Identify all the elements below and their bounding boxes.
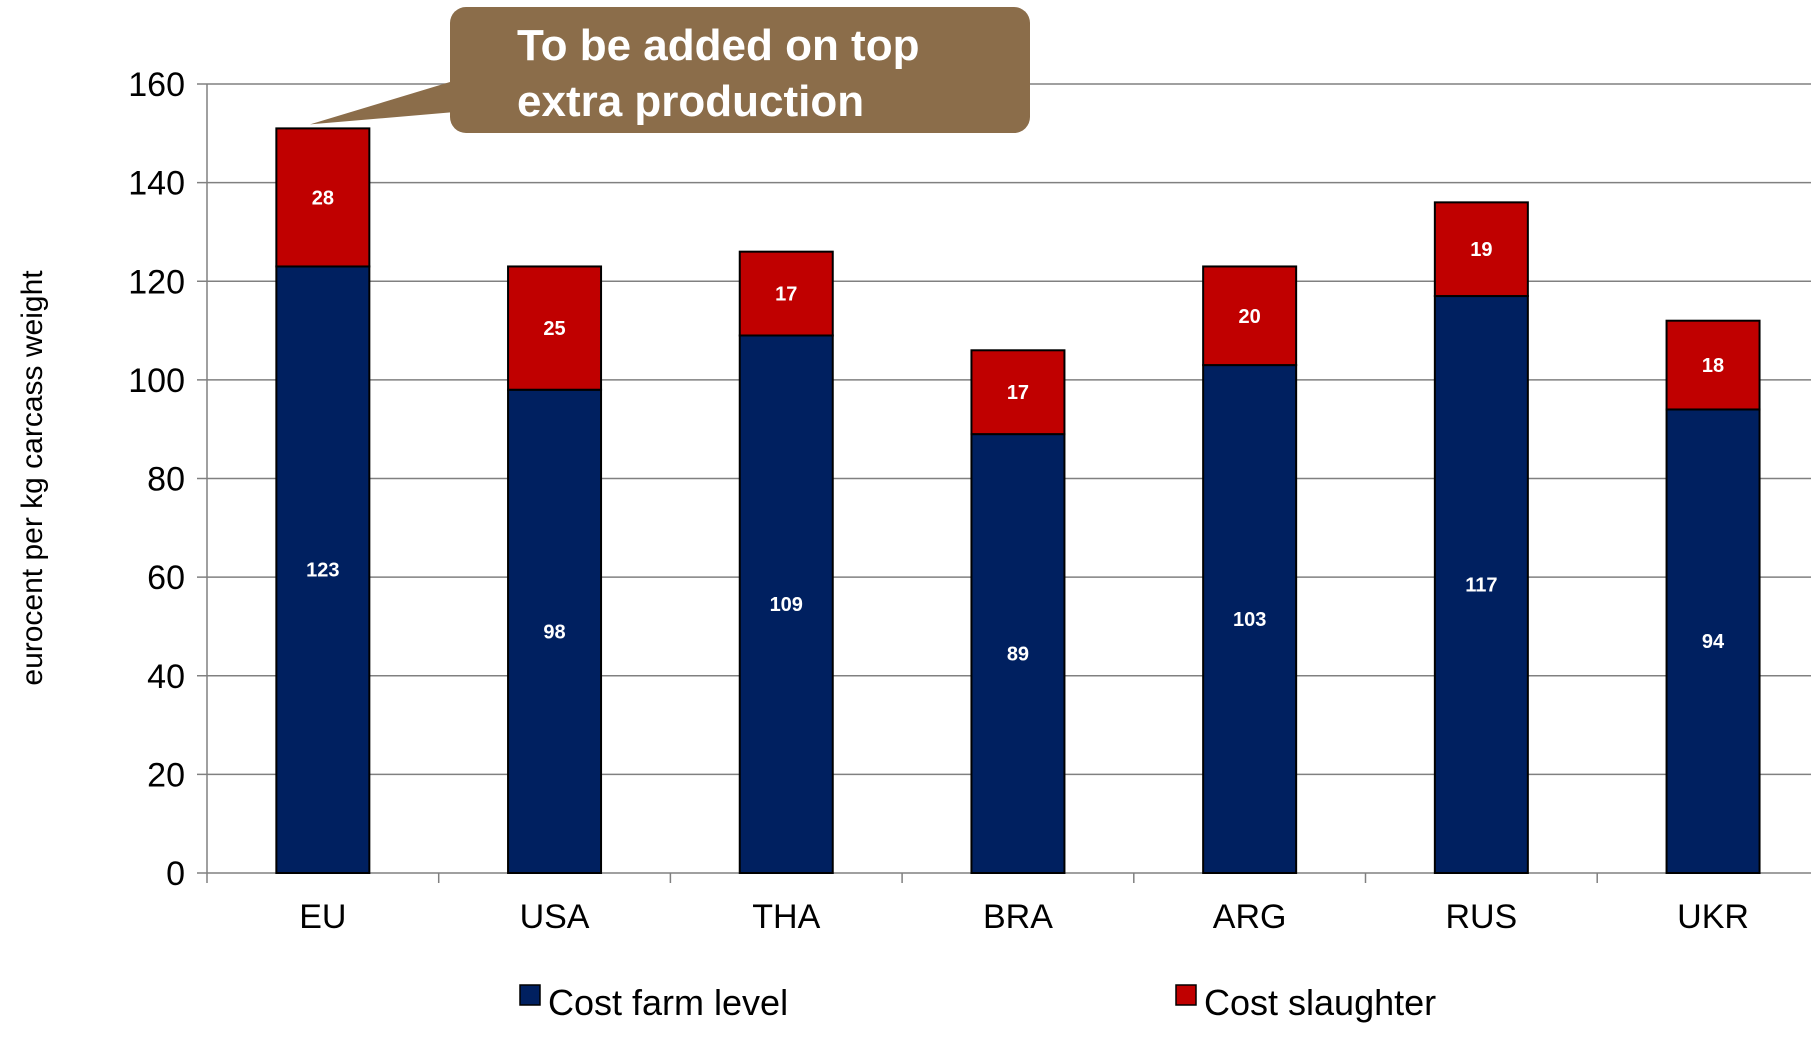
- data-label: 123: [306, 560, 339, 582]
- legend-swatch: [519, 984, 541, 1006]
- bar-farm-level-tha: [738, 334, 834, 874]
- data-label: 117: [1465, 575, 1497, 597]
- data-label: 17: [775, 284, 797, 306]
- data-label: 18: [1702, 355, 1724, 377]
- legend-label: Cost slaughter: [1204, 982, 1436, 1023]
- data-label: 19: [1470, 239, 1492, 261]
- callout-text: extra production: [517, 77, 864, 126]
- data-label: 28: [312, 187, 334, 209]
- y-tick-label: 100: [128, 362, 185, 400]
- legend: Cost farm level Cost slaughter: [519, 982, 1436, 1023]
- x-tick-label: ARG: [1213, 898, 1287, 936]
- data-label: 94: [1702, 631, 1725, 653]
- x-tick-label: USA: [520, 898, 590, 936]
- bar-farm-level-rus: [1433, 295, 1529, 874]
- bar-slaughter-tha: [738, 250, 834, 337]
- legend-label: Cost farm level: [548, 982, 788, 1023]
- x-tick-label: RUS: [1445, 898, 1517, 936]
- x-tick-label: BRA: [983, 898, 1053, 936]
- bar-farm-level-ukr: [1665, 408, 1761, 874]
- bar-slaughter-bra: [970, 349, 1066, 436]
- data-label: 25: [543, 318, 565, 340]
- bar-farm-level-usa: [507, 388, 603, 874]
- data-label: 20: [1239, 306, 1261, 328]
- y-tick-label: 120: [128, 263, 185, 301]
- y-tick-label: 60: [147, 559, 185, 597]
- x-tick-label: THA: [752, 898, 820, 936]
- y-tick-label: 160: [128, 66, 185, 104]
- y-tick-label: 40: [147, 658, 185, 696]
- callout-annotation: To be added on top extra production: [310, 7, 1030, 133]
- data-label: 17: [1007, 382, 1029, 404]
- bars: 123 28 98 25 109 17 89 17 103 20 117 19 94 18: [275, 127, 1761, 874]
- y-tick-label: 0: [166, 855, 185, 893]
- data-label: 109: [770, 594, 803, 616]
- callout-box: [450, 7, 1030, 133]
- callout-text: To be added on top: [517, 21, 919, 70]
- bar-slaughter-ukr: [1665, 319, 1761, 411]
- data-label: 89: [1007, 644, 1029, 666]
- bar-farm-level-arg: [1202, 364, 1298, 874]
- x-tick-label: EU: [299, 898, 346, 936]
- bar-slaughter-usa: [507, 265, 603, 391]
- y-tick-labels: 0 20 40 60 80 100 120 140 160: [128, 66, 185, 893]
- bar-slaughter-eu: [275, 127, 371, 268]
- y-tick-label: 20: [147, 756, 185, 794]
- y-axis-label: eurocent per kg carcass weight: [16, 270, 49, 686]
- x-tick-labels: EU USA THA BRA ARG RUS UKR: [299, 898, 1749, 936]
- data-label: 98: [543, 621, 565, 643]
- bar-slaughter-arg: [1202, 265, 1298, 367]
- bar-farm-level-eu: [275, 265, 371, 874]
- legend-swatch: [1175, 984, 1197, 1006]
- bar-farm-level-bra: [970, 433, 1066, 874]
- data-label: 103: [1233, 609, 1266, 631]
- y-tick-label: 80: [147, 461, 185, 499]
- bar-slaughter-rus: [1433, 201, 1529, 298]
- callout-pointer: [310, 82, 455, 125]
- y-tick-label: 140: [128, 165, 185, 203]
- x-tick-label: UKR: [1677, 898, 1749, 936]
